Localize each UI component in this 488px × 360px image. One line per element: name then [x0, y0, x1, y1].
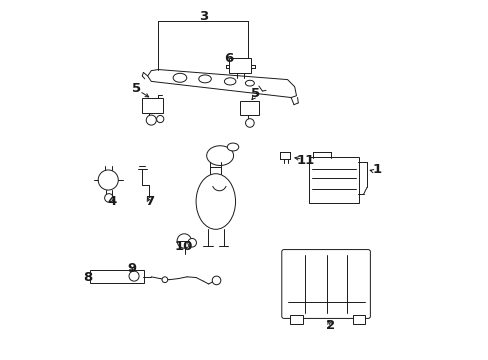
- Ellipse shape: [206, 146, 233, 166]
- Circle shape: [146, 115, 156, 125]
- Circle shape: [212, 276, 221, 285]
- Text: 4: 4: [107, 195, 116, 208]
- Ellipse shape: [245, 80, 254, 86]
- Ellipse shape: [227, 143, 238, 151]
- Circle shape: [156, 116, 163, 123]
- Circle shape: [162, 277, 167, 283]
- Text: 5: 5: [132, 82, 141, 95]
- FancyBboxPatch shape: [352, 315, 365, 324]
- FancyBboxPatch shape: [229, 58, 250, 73]
- Ellipse shape: [224, 78, 235, 85]
- Circle shape: [104, 194, 113, 202]
- FancyBboxPatch shape: [281, 249, 369, 319]
- Circle shape: [177, 234, 191, 248]
- Text: 8: 8: [82, 271, 92, 284]
- Ellipse shape: [196, 174, 235, 229]
- Text: 7: 7: [144, 195, 154, 208]
- Text: 9: 9: [127, 262, 136, 275]
- FancyBboxPatch shape: [290, 315, 302, 324]
- Circle shape: [129, 271, 139, 281]
- Text: 6: 6: [224, 51, 232, 64]
- Text: 1: 1: [372, 163, 381, 176]
- Text: 11: 11: [296, 154, 314, 167]
- Text: 10: 10: [174, 240, 192, 253]
- FancyBboxPatch shape: [90, 270, 144, 283]
- Ellipse shape: [173, 73, 186, 82]
- Circle shape: [245, 119, 254, 127]
- Polygon shape: [147, 69, 296, 98]
- FancyBboxPatch shape: [308, 157, 359, 203]
- Text: 2: 2: [325, 319, 334, 332]
- FancyBboxPatch shape: [142, 98, 163, 113]
- Text: 5: 5: [250, 87, 259, 100]
- Text: 3: 3: [198, 10, 207, 23]
- Circle shape: [187, 238, 196, 247]
- FancyBboxPatch shape: [240, 101, 258, 116]
- Ellipse shape: [198, 75, 211, 83]
- Circle shape: [98, 170, 118, 190]
